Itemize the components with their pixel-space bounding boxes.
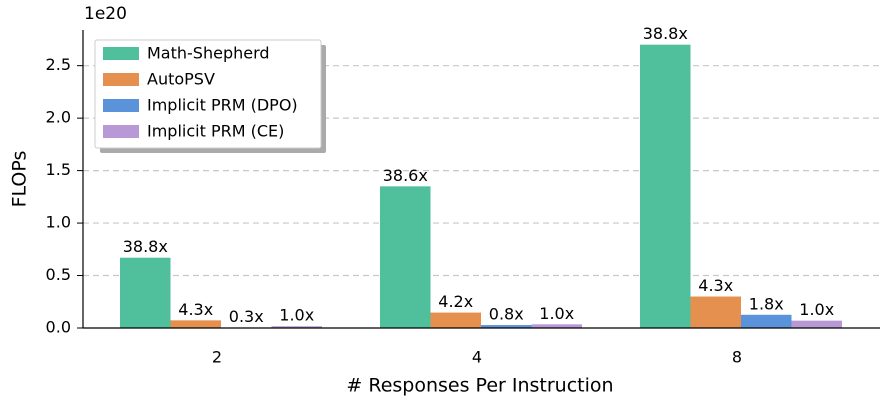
bar [271,326,322,328]
y-tick-label: 1.5 [46,160,71,179]
bar-label: 4.3x [698,276,733,295]
y-tick-label: 1.0 [46,213,71,232]
bar [531,324,582,328]
bar [380,186,431,328]
bar-label: 4.3x [178,300,213,319]
bar [170,320,221,328]
bar-label: 0.3x [229,307,264,326]
bar [120,257,171,328]
x-axis-label: # Responses Per Instruction [346,375,613,397]
bar [690,296,741,328]
y-axis-label: FLOPs [9,151,31,208]
bar [640,44,691,329]
bar-label: 1.0x [539,304,574,323]
bar-label: 38.8x [643,24,688,43]
bar-label: 1.0x [279,306,314,325]
y-offset-label: 1e20 [84,4,127,24]
x-tick-label: 2 [212,348,222,367]
bar-label: 38.6x [383,166,428,185]
legend-label: Implicit PRM (CE) [147,122,284,141]
y-tick-label: 2.5 [46,55,71,74]
legend-swatch [103,73,139,86]
bar [430,312,481,328]
bar-label: 0.8x [489,305,524,324]
y-tick-label: 2.0 [46,108,71,127]
y-tick-label: 0.0 [46,318,71,337]
bar-label: 4.2x [438,292,473,311]
legend-label: Math-Shepherd [147,44,270,63]
legend-swatch [103,125,139,138]
bar [791,320,842,328]
legend-box [94,39,322,149]
x-tick-label: 4 [472,348,482,367]
bar [741,314,792,328]
legend-swatch [103,99,139,112]
legend-swatch [103,47,139,60]
bar-label: 1.0x [799,300,834,319]
bar [481,325,532,328]
legend-label: AutoPSV [147,70,215,89]
bar-label: 1.8x [749,294,784,313]
bar-label: 38.8x [123,237,168,256]
x-tick-label: 8 [732,348,742,367]
legend-label: Implicit PRM (DPO) [147,96,298,115]
y-tick-label: 0.5 [46,265,71,284]
